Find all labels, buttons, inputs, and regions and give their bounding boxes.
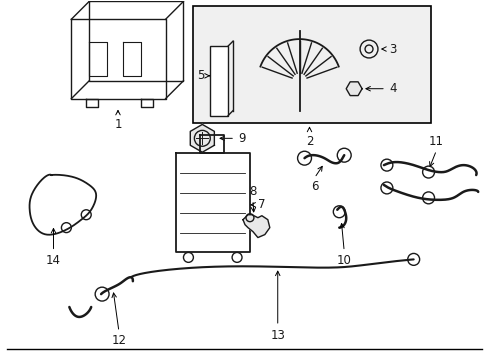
Text: 1: 1 bbox=[114, 118, 122, 131]
Text: 13: 13 bbox=[270, 329, 285, 342]
Text: 9: 9 bbox=[238, 132, 245, 145]
Bar bbox=[210, 46, 228, 116]
Text: 2: 2 bbox=[305, 135, 313, 148]
Text: 5: 5 bbox=[197, 69, 204, 82]
Text: 11: 11 bbox=[428, 135, 443, 148]
Text: 4: 4 bbox=[388, 82, 396, 95]
Text: 10: 10 bbox=[336, 255, 351, 267]
Text: 3: 3 bbox=[388, 42, 395, 55]
Text: 6: 6 bbox=[310, 180, 318, 193]
Text: 7: 7 bbox=[257, 198, 265, 211]
Text: 12: 12 bbox=[111, 334, 126, 347]
Bar bbox=[193, 6, 429, 123]
Polygon shape bbox=[190, 125, 214, 152]
Polygon shape bbox=[243, 215, 269, 238]
Text: 8: 8 bbox=[249, 185, 256, 198]
Text: 14: 14 bbox=[46, 255, 61, 267]
Polygon shape bbox=[346, 82, 361, 96]
